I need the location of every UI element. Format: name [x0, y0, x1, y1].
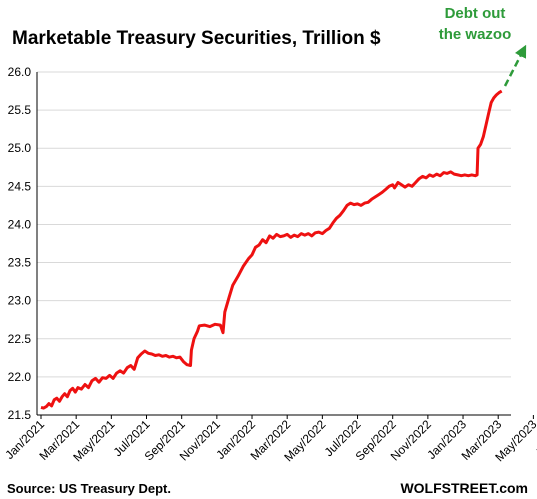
y-tick-label: 26.0: [8, 65, 32, 79]
y-tick-label: 23.5: [8, 256, 32, 270]
y-tick-label: 25.0: [8, 141, 32, 155]
annotation-line-1: Debt out: [444, 5, 506, 22]
axes: [36, 72, 511, 416]
source-label: Source: US Treasury Dept.: [7, 481, 171, 496]
brand-label: WOLFSTREET.com: [400, 480, 528, 496]
annotation-arrow: [503, 44, 527, 87]
series-layer: [40, 89, 503, 410]
chart-title: Marketable Treasury Securities, Trillion…: [12, 28, 381, 49]
y-tick-label: 24.0: [8, 217, 32, 231]
y-tick-label: 22.5: [8, 332, 32, 346]
y-tick-label: 25.5: [8, 103, 32, 117]
gridlines: [37, 71, 511, 416]
y-tick-label: 23.0: [8, 294, 32, 308]
y-tick-label: 24.5: [8, 179, 32, 193]
y-tick-label: 22.0: [8, 370, 32, 384]
x-tick-labels: Jan/2021Mar/2021May/2021Jul/2021Sep/2021…: [2, 415, 537, 464]
annotation-text: Debt out the wazoo: [421, 3, 529, 45]
annotation-line-2: the wazoo: [438, 26, 512, 43]
y-tick-label: 21.5: [8, 408, 32, 422]
y-tick-labels: 21.5 22.0 22.5 23.0 23.5 24.0 24.5 25.0 25.5 26.0: [8, 65, 32, 422]
series-line: [40, 89, 503, 410]
